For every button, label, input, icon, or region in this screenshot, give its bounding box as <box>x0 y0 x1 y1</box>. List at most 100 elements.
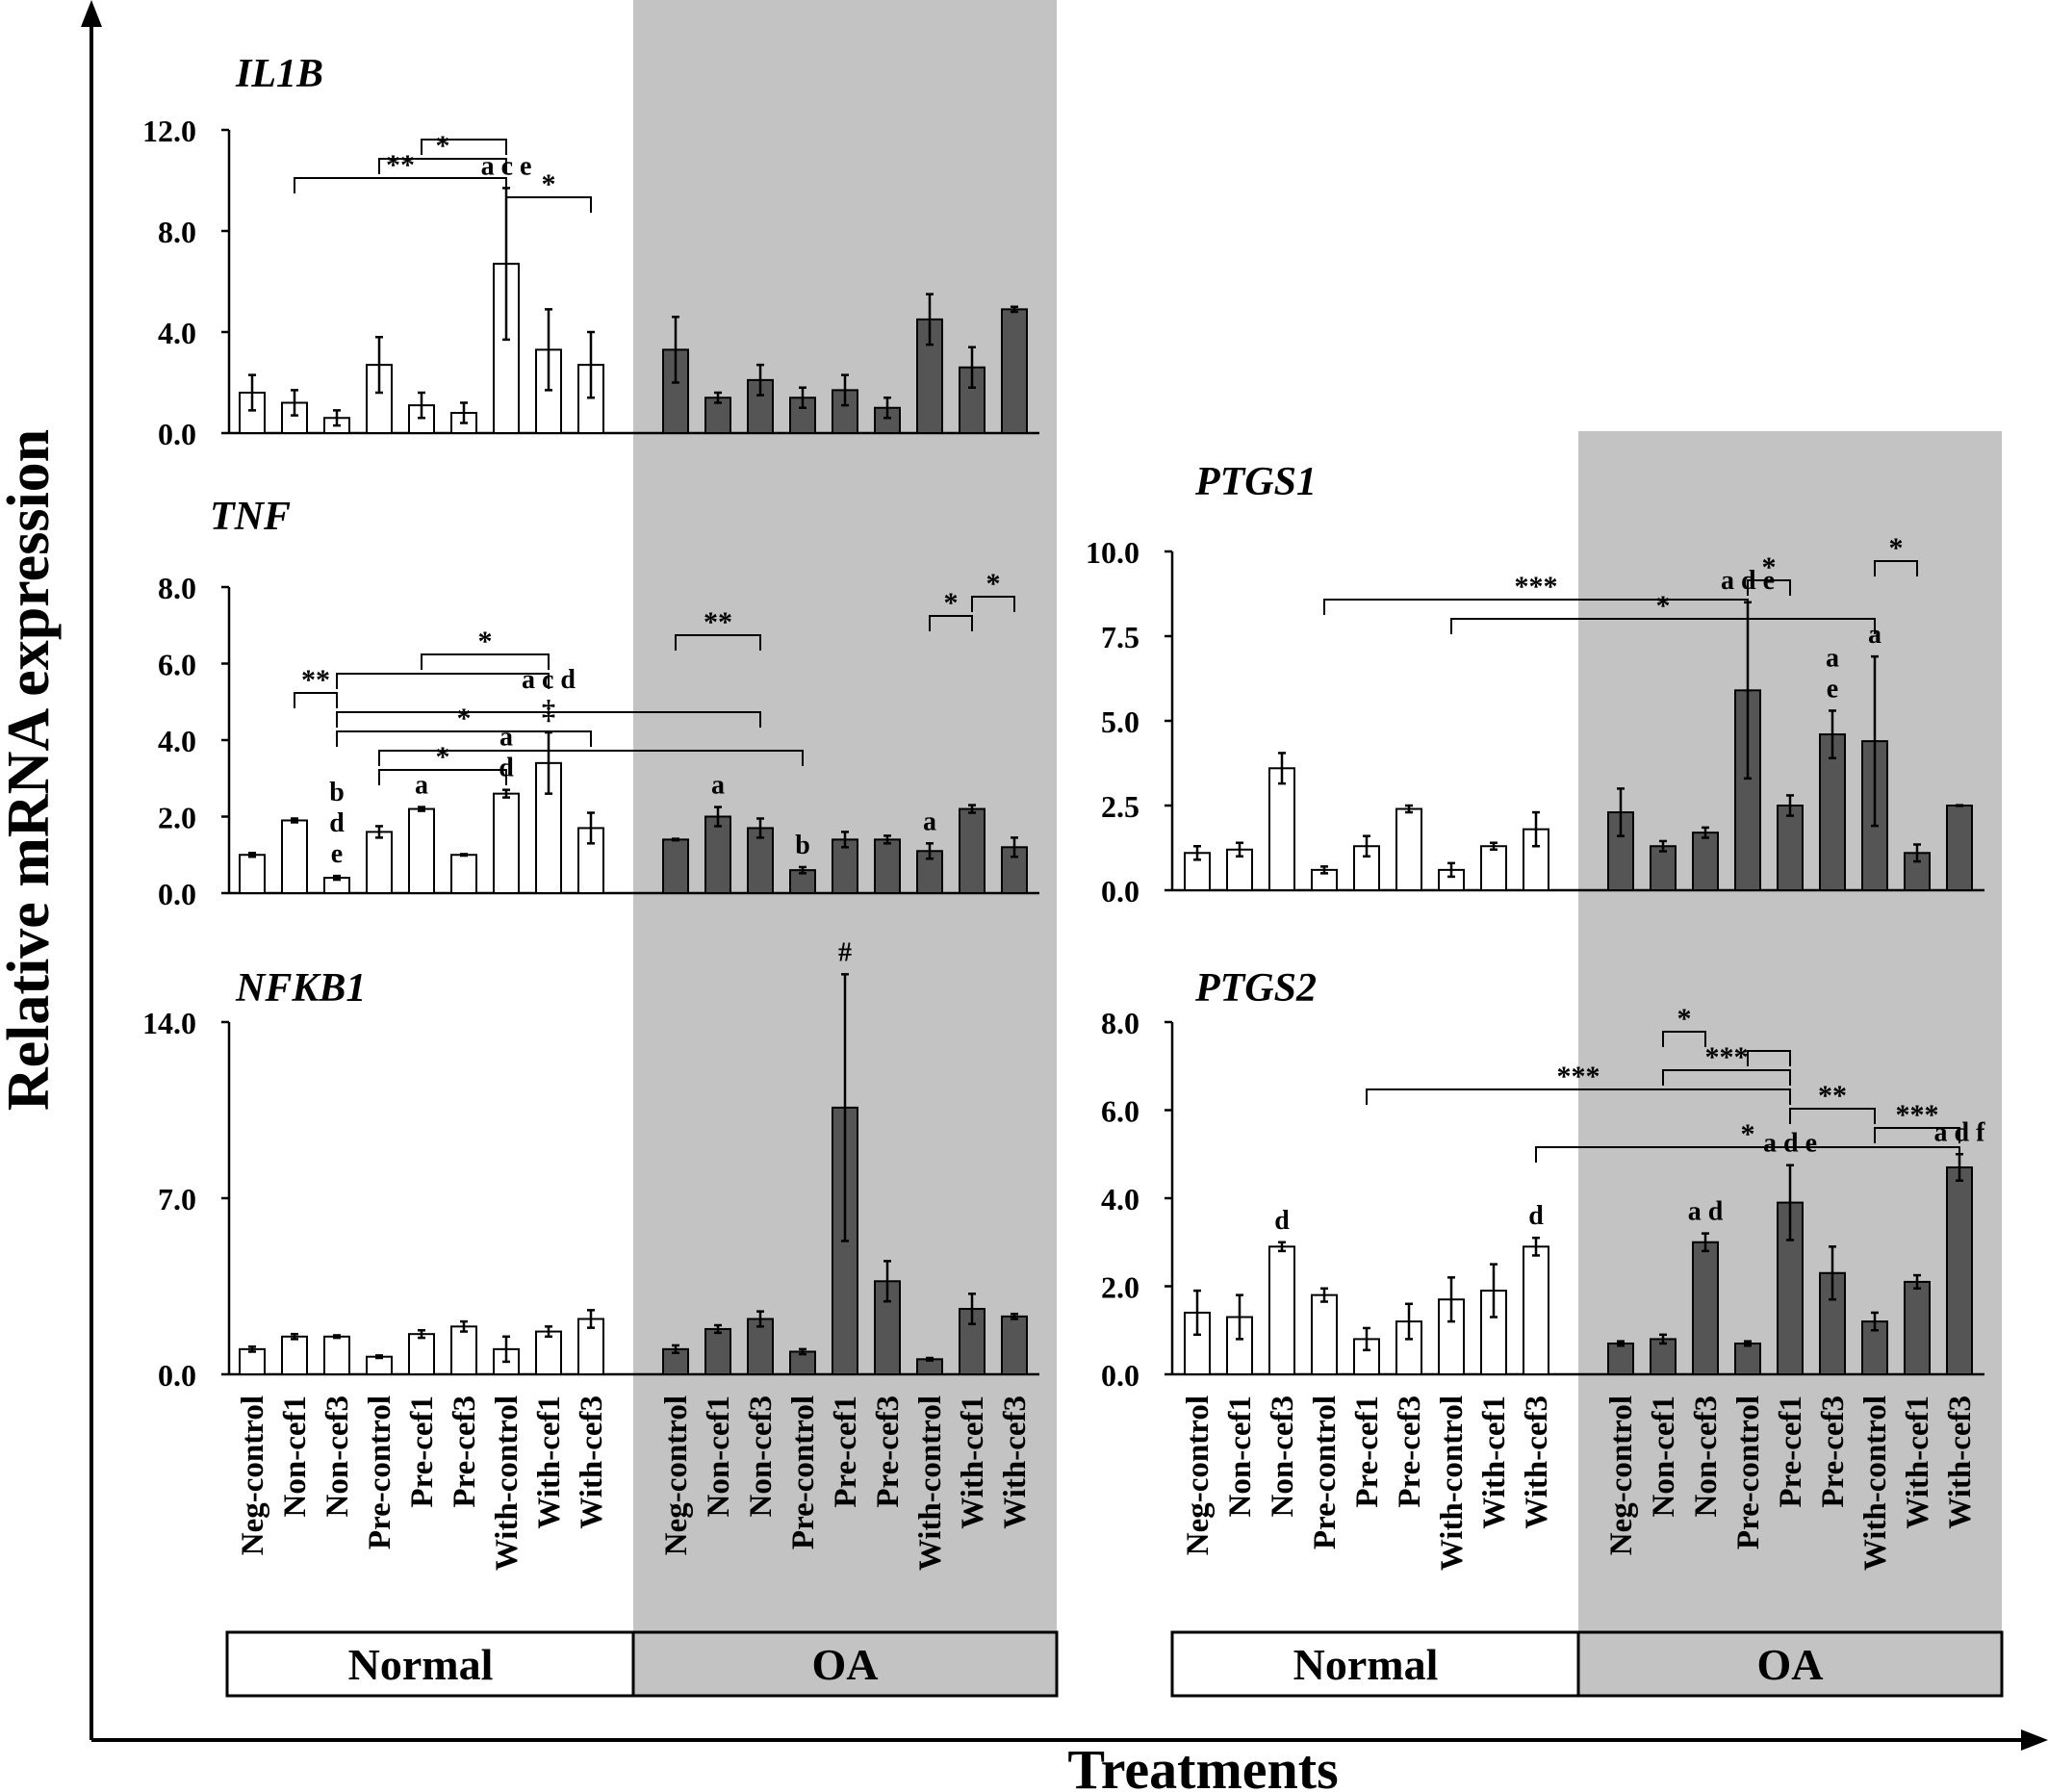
il1b-significance-stars: * <box>436 130 450 162</box>
ptgs2-bar-normal-with-cef3 <box>1523 1245 1549 1375</box>
tnf-significance-stars: * <box>986 568 1001 600</box>
category-label-non-cef1: Non-cef1 <box>278 1395 313 1517</box>
category-labels-left: Neg-control Non-cef1 Non-cef3 Pre-control Pr… <box>236 1395 1033 1571</box>
tnf-significance-stars: * <box>944 587 959 619</box>
nfkb1-bar-normal-non-cef1 <box>281 1335 308 1376</box>
ptgs2-significance-stars: *** <box>1557 1061 1600 1092</box>
ptgs2-bar-oa-with-cef3 <box>1946 1165 1973 1375</box>
tnf-bar-normal-non-cef1 <box>281 819 308 894</box>
group-box-left-oa-cell <box>631 1630 1059 1698</box>
tnf-bar-oa-non-cef1 <box>704 815 731 894</box>
panel-nfkb1: NFKB1 0.0 7.0 14.0 # <box>142 937 1039 1393</box>
ptgs2-y-tick-label: 2.0 <box>1101 1270 1139 1305</box>
nfkb1-bar-oa-pre-cef3 <box>874 1280 901 1376</box>
ptgs2-bar-oa-non-cef3 <box>1692 1241 1719 1375</box>
tnf-significance-stars: * <box>457 703 472 734</box>
ptgs2-title: PTGS2 <box>1194 966 1317 1011</box>
tnf-y-tick-label: 2.0 <box>158 801 196 835</box>
tnf-significance-letter: d <box>329 808 345 838</box>
tnf-y-tick-label: 4.0 <box>158 724 196 758</box>
category-label-non-cef3: Non-cef3 <box>744 1395 779 1517</box>
tnf-comparison-bracket <box>929 615 973 631</box>
il1b-bar-oa-with-cef1 <box>959 366 986 434</box>
tnf-y-tick-label: 8.0 <box>158 571 196 605</box>
il1b-title: IL1B <box>235 52 323 96</box>
ptgs2-significance-letter: a d e <box>1763 1129 1817 1159</box>
outer-x-axis-arrow-icon <box>2021 1729 2048 1751</box>
tnf-comparison-bracket <box>336 673 550 689</box>
tnf-bar-normal-pre-cef1 <box>408 807 435 894</box>
tnf-significance-letter: b <box>795 831 810 860</box>
group-box-right-oa-cell <box>1576 1630 2004 1698</box>
tnf-significance-letter: d <box>499 754 514 783</box>
nfkb1-bar-oa-with-cef3 <box>1001 1315 1028 1376</box>
ptgs1-comparison-bracket <box>1323 599 1749 615</box>
il1b-significance-stars: ** <box>386 149 415 181</box>
tnf-bar-oa-with-cef1 <box>959 807 986 894</box>
ptgs2-significance-stars: ** <box>1818 1080 1847 1112</box>
tnf-y-tick-label: 6.0 <box>158 648 196 682</box>
ptgs2-significance-stars: *** <box>1896 1099 1939 1131</box>
ptgs2-bar-normal-non-cef3 <box>1268 1245 1295 1375</box>
outer-y-axis-arrow-icon <box>81 0 102 27</box>
ptgs2-y-tick-label: 8.0 <box>1101 1006 1139 1040</box>
category-label-pre-cef1: Pre-cef1 <box>405 1395 440 1508</box>
tnf-bar-normal-with-cef3 <box>577 827 604 894</box>
ptgs2-significance-stars: * <box>1677 1003 1692 1035</box>
ptgs2-bar-oa-neg-control <box>1607 1342 1634 1375</box>
ptgs1-bar-normal-with-cef1 <box>1480 845 1507 891</box>
ptgs1-significance-stars: * <box>1762 551 1777 583</box>
category-label-pre-cef1: Pre-cef1 <box>1774 1395 1808 1508</box>
ptgs2-comparison-bracket <box>1662 1069 1791 1086</box>
ptgs1-bar-oa-pre-cef1 <box>1777 805 1804 891</box>
ptgs2-comparison-bracket <box>1366 1088 1791 1105</box>
ptgs2-comparison-bracket <box>1747 1050 1791 1066</box>
ptgs1-y-tick-label: 5.0 <box>1101 704 1139 739</box>
ptgs2-comparison-bracket <box>1789 1108 1876 1124</box>
il1b-comparison-bracket <box>294 177 507 193</box>
ptgs1-significance-stars: * <box>1889 532 1904 564</box>
tnf-significance-letter: a <box>415 771 428 801</box>
il1b-comparison-bracket <box>421 139 507 155</box>
nfkb1-bar-normal-non-cef3 <box>323 1335 350 1376</box>
category-label-with-control: With-control <box>490 1395 525 1571</box>
tnf-bar-normal-pre-control <box>366 831 393 895</box>
category-label-pre-cef3: Pre-cef3 <box>448 1395 482 1508</box>
category-label-non-cef3: Non-cef3 <box>1266 1395 1300 1517</box>
ptgs2-bar-normal-pre-control <box>1311 1293 1338 1376</box>
nfkb1-bar-oa-non-cef3 <box>747 1318 774 1376</box>
il1b-y-tick-label: 8.0 <box>158 215 196 249</box>
category-label-pre-cef3: Pre-cef3 <box>871 1395 906 1508</box>
group-label-normal-right: Normal <box>1293 1640 1439 1689</box>
ptgs1-title: PTGS1 <box>1194 460 1317 504</box>
nfkb1-y-tick-label: 7.0 <box>158 1182 196 1216</box>
category-label-non-cef1: Non-cef1 <box>1647 1395 1681 1517</box>
ptgs1-significance-letter: e <box>1827 674 1838 704</box>
category-label-with-control: With-control <box>1858 1395 1893 1571</box>
category-label-pre-cef1: Pre-cef1 <box>1350 1395 1385 1508</box>
category-label-with-control: With-control <box>1435 1395 1470 1571</box>
category-label-neg-control: Neg-control <box>1604 1395 1639 1555</box>
category-label-pre-cef3: Pre-cef3 <box>1816 1395 1851 1508</box>
category-label-pre-control: Pre-control <box>363 1395 397 1549</box>
tnf-bar-oa-pre-cef3 <box>874 838 901 894</box>
category-label-neg-control: Neg-control <box>1181 1395 1216 1555</box>
ptgs2-significance-letter: d <box>1274 1206 1290 1236</box>
category-label-with-cef1: With-cef1 <box>1901 1395 1935 1529</box>
tnf-significance-letter: b <box>329 778 345 807</box>
category-label-pre-cef3: Pre-cef3 <box>1393 1395 1427 1508</box>
category-label-non-cef3: Non-cef3 <box>320 1395 355 1517</box>
tnf-comparison-bracket <box>421 653 550 670</box>
group-label-normal-left: Normal <box>348 1640 494 1689</box>
tnf-bar-normal-with-control <box>493 792 520 895</box>
group-box-left: Normal OA <box>225 1630 1059 1698</box>
ptgs2-bar-oa-non-cef1 <box>1650 1338 1677 1376</box>
category-label-pre-cef1: Pre-cef1 <box>829 1395 863 1508</box>
category-label-with-cef1: With-cef1 <box>1477 1395 1512 1529</box>
category-label-non-cef1: Non-cef1 <box>702 1395 736 1517</box>
category-label-pre-control: Pre-control <box>786 1395 821 1549</box>
nfkb1-significance-letter: # <box>838 937 852 967</box>
